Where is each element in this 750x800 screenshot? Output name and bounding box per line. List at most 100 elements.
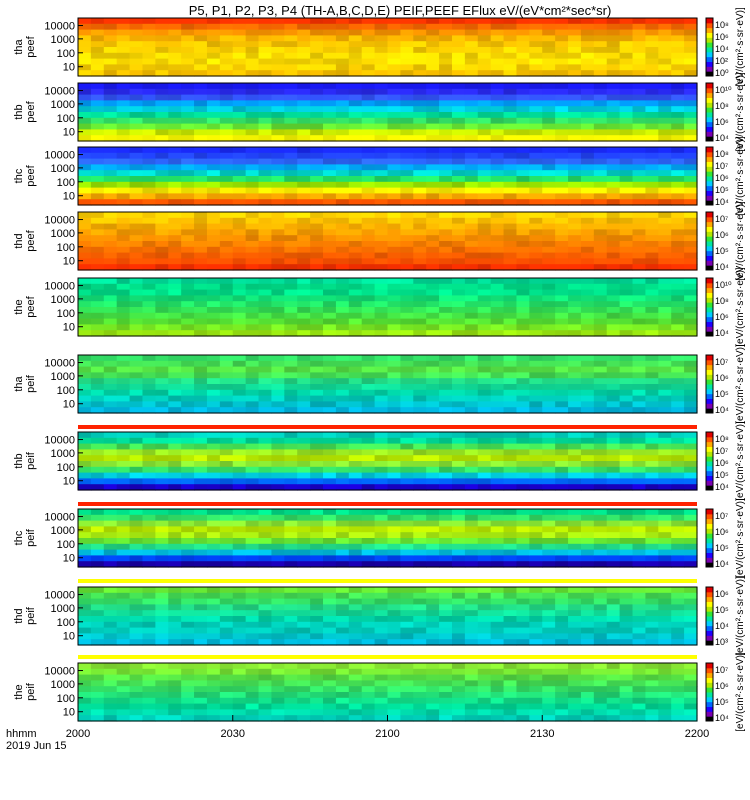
spectrogram-cell <box>619 193 634 200</box>
spectrogram-cell <box>90 23 105 31</box>
spectrogram-cell <box>671 520 685 527</box>
spectrogram-cell <box>658 461 672 468</box>
spectrogram-cell <box>464 241 479 248</box>
spectrogram-cell <box>593 176 608 183</box>
spectrogram-cell <box>400 324 414 331</box>
spectrogram-cell <box>335 633 350 640</box>
spectrogram-cell <box>464 158 479 165</box>
spectrogram-cell <box>503 324 518 331</box>
spectrogram-cell <box>348 538 363 545</box>
colorbar-segment <box>706 587 713 593</box>
spectrogram-cell <box>206 437 221 445</box>
spectrogram-cell <box>206 668 221 676</box>
colorbar-segment <box>706 562 713 568</box>
spectrogram-cell <box>116 318 131 325</box>
colorbar-segment <box>706 528 713 534</box>
panel-label: thdpeif <box>13 606 37 625</box>
spectrogram-cell <box>580 278 595 285</box>
spectrogram-cell <box>464 543 479 551</box>
spectrogram-cell <box>606 561 621 568</box>
spectrogram-cell <box>400 152 414 160</box>
spectrogram-cell <box>245 94 260 101</box>
spectrogram-cell <box>387 715 401 722</box>
spectrogram-cell <box>568 70 582 77</box>
spectrogram-cell <box>219 633 234 640</box>
spectrogram-cell <box>90 170 105 177</box>
spectrogram-cell <box>219 610 234 617</box>
spectrogram-cell <box>155 633 169 640</box>
spectrogram-cell <box>606 378 621 385</box>
spectrogram-cell <box>568 532 582 539</box>
spectrogram-cell <box>568 289 582 296</box>
colorbar-frame <box>705 431 714 491</box>
spectrogram-cell <box>503 258 518 265</box>
spectrogram-cell <box>206 633 221 640</box>
spectrogram-cell <box>413 18 427 25</box>
spectrogram-cell <box>568 395 582 402</box>
spectrogram-cell <box>555 514 569 522</box>
spectrogram-cell <box>78 58 92 65</box>
spectrogram-cell <box>310 64 324 71</box>
spectrogram-cell <box>606 117 621 125</box>
y-tick-label: 100 <box>57 462 75 474</box>
spectrogram-cell <box>181 187 195 194</box>
spectrogram-cell <box>245 100 260 107</box>
spectrogram-cell <box>542 561 556 568</box>
spectrogram-cell <box>387 283 401 291</box>
spectrogram-cell <box>477 697 492 705</box>
spectrogram-cell <box>297 52 311 60</box>
spectrogram-cell <box>103 152 118 160</box>
spectrogram-cell <box>568 88 582 96</box>
spectrogram-cell <box>219 229 234 236</box>
spectrogram-cell <box>271 47 285 54</box>
spectrogram-cell <box>477 217 492 225</box>
spectrogram-cell <box>323 378 337 385</box>
spectrogram-cell <box>335 543 350 551</box>
spectrogram-cell <box>361 217 376 225</box>
spectrogram-cell <box>103 289 118 296</box>
spectrogram-cell <box>78 324 92 331</box>
spectrogram-cell <box>258 264 273 271</box>
spectrogram-cell <box>503 246 518 254</box>
spectrogram-cell <box>464 449 479 456</box>
spectrogram-cell <box>219 395 234 402</box>
spectrogram-cell <box>645 88 659 96</box>
spectrogram-cell <box>90 461 105 468</box>
spectrogram-cell <box>181 295 195 302</box>
spectrogram-cell <box>129 697 144 705</box>
spectrogram-cell <box>555 355 569 362</box>
spectrogram-cell <box>516 158 530 165</box>
colorbar-segment <box>706 221 713 227</box>
spectrogram-cell <box>400 668 414 676</box>
spectrogram-cell <box>606 437 621 445</box>
spectrogram-cell <box>658 23 672 31</box>
spectrogram-cell <box>387 509 401 516</box>
spectrogram-cell <box>542 639 556 646</box>
spectrogram-cell <box>129 29 144 36</box>
spectrogram-cell <box>116 668 131 676</box>
spectrogram-cell <box>335 217 350 225</box>
spectrogram-cell <box>503 663 518 670</box>
spectrogram-cell <box>271 264 285 271</box>
spectrogram-cell <box>684 289 698 296</box>
spectrogram-cell <box>232 538 247 545</box>
spectrogram-cell <box>361 526 376 533</box>
spectrogram-cell <box>464 621 479 629</box>
spectrogram-cell <box>206 223 221 230</box>
spectrogram-cell <box>206 703 221 710</box>
spectrogram-cell <box>555 58 569 65</box>
spectrogram-cell <box>258 378 273 385</box>
spectrogram-cell <box>142 384 156 391</box>
spectrogram-cell <box>284 112 298 119</box>
spectrogram-cell <box>181 264 195 271</box>
spectrogram-cell <box>580 355 595 362</box>
spectrogram-cell <box>245 478 260 485</box>
spectrogram-cell <box>181 152 195 160</box>
colorbar-frame <box>705 17 714 77</box>
spectrogram-cell <box>129 94 144 101</box>
spectrogram-cell <box>490 52 505 60</box>
spectrogram-cell <box>232 709 247 716</box>
spectrogram-cell <box>426 117 440 125</box>
spectrogram-cell <box>671 455 685 462</box>
spectrogram-cell <box>335 100 350 107</box>
